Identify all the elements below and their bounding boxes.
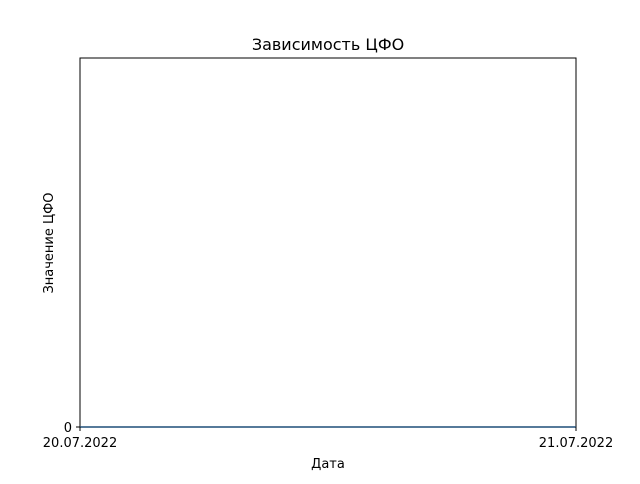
x-tick-label: 21.07.2022 (539, 436, 613, 451)
x-axis-ticks: 20.07.2022 21.07.2022 (43, 427, 613, 451)
x-axis-label: Дата (311, 457, 345, 472)
y-tick-label: 0 (64, 421, 72, 436)
x-tick-label: 20.07.2022 (43, 436, 117, 451)
y-axis-label: Значение ЦФО (42, 192, 57, 293)
chart-title: Зависимость ЦФО (252, 35, 404, 54)
y-axis-ticks: 0 (64, 421, 80, 436)
